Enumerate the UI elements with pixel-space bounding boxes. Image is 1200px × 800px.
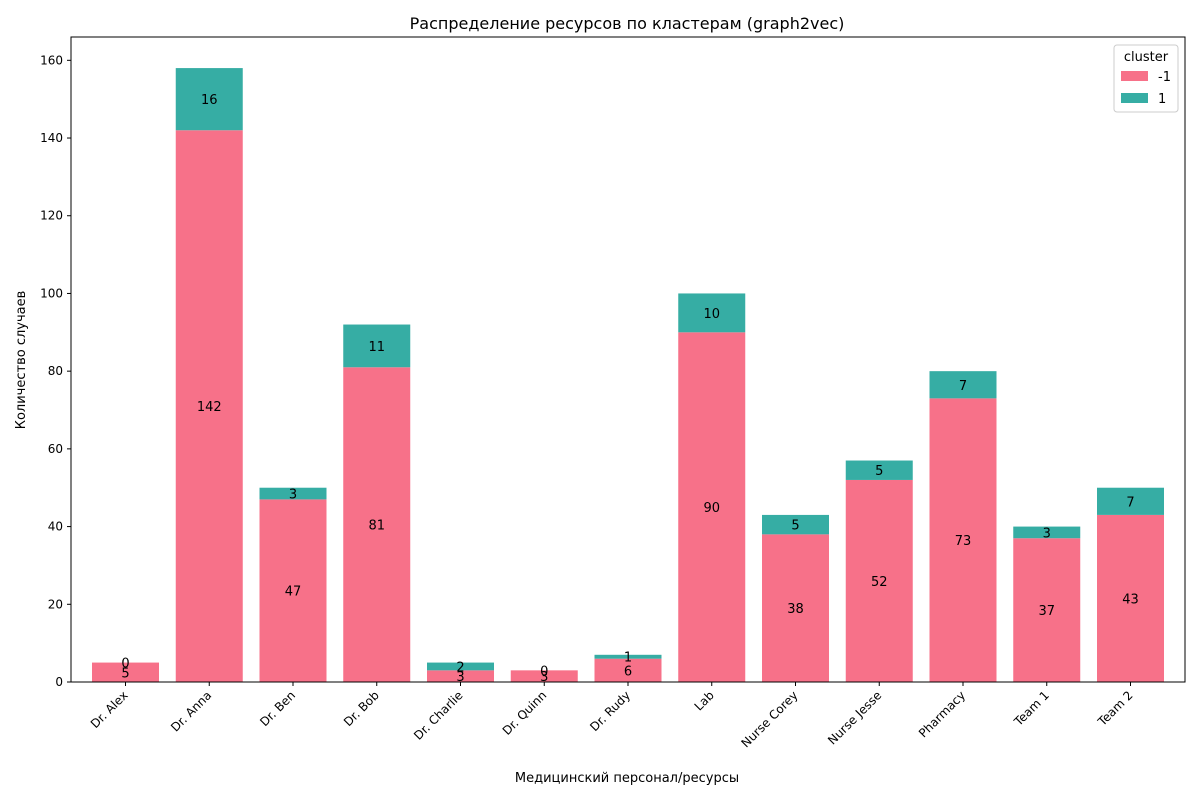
x-tick-label: Dr. Bob: [341, 688, 382, 729]
data-label-dr-ben-series-1: 3: [289, 488, 297, 503]
y-tick-label: 100: [40, 286, 63, 300]
bar-dr-anna-series-0: [175, 130, 243, 682]
x-axis-label: Медицинский персонал/ресурсы: [515, 771, 739, 786]
y-tick-label: 40: [48, 520, 63, 534]
x-tick-label: Team 2: [1094, 688, 1135, 729]
data-label-team-1-series-1: 3: [1043, 526, 1051, 541]
bar-nurse-jesse-series-1: [845, 460, 913, 480]
x-tick-label: Dr. Charlie: [411, 688, 465, 742]
x-tick-label: Lab: [692, 688, 717, 713]
bar-lab-series-1: [678, 293, 746, 333]
y-axis: 0 20 40 60 80 100 120 140 160: [40, 53, 71, 689]
bar-dr-bob-series-1: [343, 324, 411, 368]
bar-dr-ben-series-0: [259, 499, 327, 682]
bar-dr-bob-series-0: [343, 367, 411, 682]
data-label-dr-quinn-series-0: 3: [540, 670, 548, 685]
x-tick-label: Pharmacy: [916, 688, 968, 740]
x-tick-label: Dr. Alex: [88, 688, 131, 731]
bar-nurse-corey-series-0: [762, 534, 829, 682]
data-label-nurse-jesse-series-0: 52: [871, 575, 888, 590]
x-axis: Dr. Alex Dr. Anna Dr. Ben Dr. Bob Dr. Charli…: [88, 682, 1136, 750]
bar-lab-series-0: [678, 332, 746, 682]
data-label-dr-rudy-series-0: 6: [624, 664, 632, 679]
y-tick-label: 0: [55, 675, 63, 689]
bar-pharmacy-series-0: [929, 398, 997, 682]
data-label-dr-bob-series-0: 81: [368, 519, 385, 534]
data-label-dr-charlie-series-1: 2: [456, 660, 464, 675]
y-tick-label: 80: [48, 364, 63, 378]
data-label-dr-anna-series-0: 142: [197, 400, 222, 415]
x-tick-label: Dr. Quinn: [500, 688, 550, 738]
x-tick-label: Nurse Jesse: [825, 688, 884, 747]
x-tick-label: Dr. Rudy: [587, 688, 633, 734]
bar-pharmacy-series-1: [929, 371, 997, 399]
legend-swatch-cluster-1: [1121, 93, 1148, 103]
data-label-pharmacy-series-1: 7: [959, 379, 967, 394]
bar-nurse-jesse-series-0: [845, 479, 913, 682]
bar-team-1-series-0: [1013, 538, 1081, 682]
bar-dr-rudy-series-0: [594, 658, 662, 682]
bar-team-1-series-1: [1013, 526, 1081, 539]
data-label-dr-alex-series-0: 5: [121, 666, 129, 681]
bar-dr-alex-series-0: [92, 662, 159, 682]
data-label-lab-series-1: 10: [703, 307, 720, 322]
data-label-lab-series-0: 90: [703, 501, 720, 516]
y-tick-label: 140: [40, 131, 63, 145]
data-label-team-1-series-0: 37: [1038, 604, 1055, 619]
data-label-team-2-series-1: 7: [1126, 495, 1134, 510]
data-label-dr-alex-series-1: 0: [121, 657, 129, 672]
legend-label-cluster-minus1: -1: [1158, 70, 1171, 85]
data-label-dr-charlie-series-0: 3: [456, 670, 464, 685]
data-label-nurse-corey-series-1: 5: [791, 519, 799, 534]
legend-swatch-cluster-minus1: [1121, 71, 1148, 81]
bar-dr-ben-series-1: [259, 487, 327, 500]
data-label-dr-anna-series-1: 16: [201, 93, 218, 108]
chart-title: Распределение ресурсов по кластерам (gra…: [410, 14, 845, 33]
y-tick-label: 20: [48, 597, 63, 611]
y-tick-label: 160: [40, 53, 63, 67]
legend-title: cluster: [1124, 50, 1169, 65]
x-tick-label: Team 1: [1011, 688, 1052, 729]
plot-frame: [70, 36, 1186, 683]
bars-layer: [92, 68, 1164, 682]
bar-dr-charlie-series-0: [427, 670, 494, 682]
bar-dr-charlie-series-1: [427, 662, 494, 671]
data-label-team-2-series-0: 43: [1122, 592, 1139, 607]
legend: cluster -1 1: [1113, 44, 1179, 113]
x-tick-label: Nurse Corey: [739, 688, 801, 750]
data-label-dr-rudy-series-1: 1: [624, 651, 632, 666]
data-label-nurse-corey-series-0: 38: [787, 602, 804, 617]
y-tick-label: 60: [48, 442, 63, 456]
x-tick-label: Dr. Ben: [257, 688, 298, 729]
bar-nurse-corey-series-1: [762, 514, 829, 535]
bar-dr-anna-series-1: [175, 68, 243, 131]
bar-dr-rudy-series-1: [594, 654, 662, 659]
data-label-nurse-jesse-series-1: 5: [875, 464, 883, 479]
bar-team-2-series-1: [1097, 487, 1164, 515]
legend-label-cluster-1: 1: [1158, 92, 1166, 107]
y-tick-label: 120: [40, 209, 63, 223]
data-label-dr-ben-series-0: 47: [285, 585, 302, 600]
x-tick-label: Dr. Anna: [168, 688, 214, 734]
data-label-dr-bob-series-1: 11: [368, 340, 385, 355]
bar-team-2-series-0: [1097, 514, 1164, 682]
data-label-dr-quinn-series-1: 0: [540, 664, 548, 679]
bar-dr-quinn-series-0: [510, 670, 578, 682]
data-label-pharmacy-series-0: 73: [955, 534, 972, 549]
y-axis-label: Количество случаев: [14, 291, 29, 430]
